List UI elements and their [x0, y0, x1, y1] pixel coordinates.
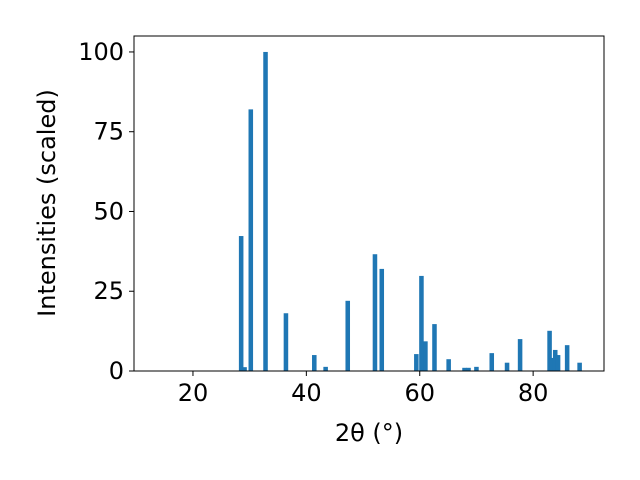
- bar: [414, 354, 419, 371]
- bar: [372, 254, 378, 371]
- x-tick-label: 60: [404, 379, 435, 407]
- bar: [379, 268, 385, 371]
- bar: [466, 367, 471, 371]
- bar: [283, 313, 289, 371]
- bar: [504, 362, 510, 371]
- bar: [517, 339, 523, 371]
- bar: [432, 324, 437, 371]
- bar: [312, 355, 317, 371]
- bar: [248, 109, 254, 371]
- bar: [564, 345, 570, 371]
- x-axis-label: 2θ (°): [335, 419, 403, 447]
- bar: [242, 367, 247, 371]
- y-tick-label: 0: [109, 357, 124, 385]
- bar: [462, 367, 467, 371]
- x-tick-label: 20: [178, 379, 209, 407]
- y-tick-label: 50: [93, 197, 124, 225]
- bar: [549, 357, 555, 371]
- bar: [263, 51, 268, 371]
- ticks-layer: 20 40 60 80 0 25 50 75 100: [78, 38, 548, 407]
- bar: [323, 366, 328, 371]
- bar: [423, 341, 428, 371]
- bar: [345, 300, 351, 371]
- bar: [577, 362, 582, 371]
- y-tick-label: 75: [93, 118, 124, 146]
- bar: [555, 355, 561, 371]
- bar: [446, 359, 451, 371]
- bars-layer: [238, 51, 582, 371]
- y-axis-label: Intensities (scaled): [33, 89, 61, 317]
- bar: [419, 275, 424, 371]
- plot-frame: [133, 35, 605, 372]
- bar: [238, 236, 244, 371]
- y-tick-label: 100: [78, 38, 124, 66]
- bar: [489, 353, 495, 371]
- bar: [547, 330, 552, 371]
- x-tick-label: 80: [518, 379, 549, 407]
- bar: [474, 366, 479, 371]
- x-tick-label: 40: [291, 379, 322, 407]
- bar: [552, 349, 558, 371]
- y-tick-label: 25: [93, 277, 124, 305]
